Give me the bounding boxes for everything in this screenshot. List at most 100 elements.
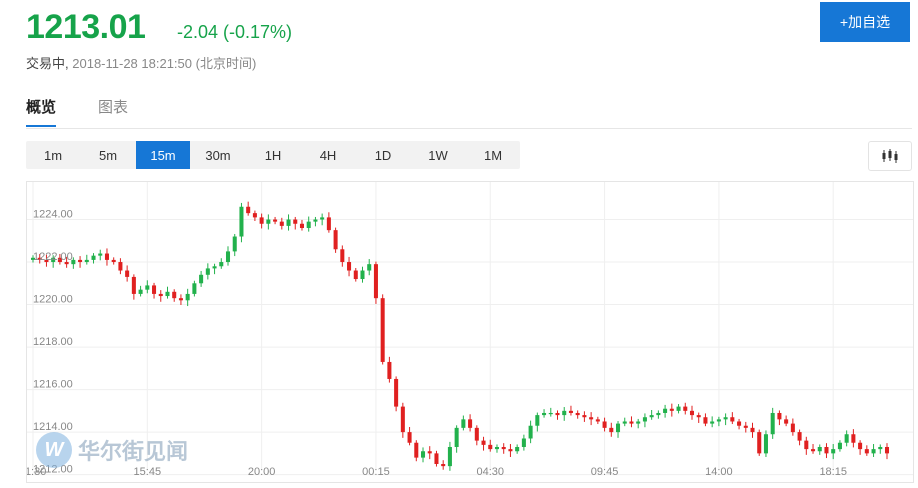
candle-body	[817, 446, 822, 452]
candle-body	[199, 274, 204, 284]
candle	[757, 429, 762, 456]
candle-body	[434, 453, 439, 464]
candle-body	[447, 446, 452, 467]
candle-body	[595, 419, 600, 422]
candle	[91, 253, 96, 264]
candle	[629, 416, 634, 428]
candle-body	[125, 270, 130, 277]
candle-body	[811, 449, 816, 452]
candle-body	[703, 417, 708, 424]
candle-body	[508, 449, 513, 452]
last-price: 1213.01	[26, 8, 146, 46]
candle	[864, 445, 869, 456]
candle-body	[37, 257, 42, 260]
candle	[266, 214, 271, 230]
candle-body	[629, 421, 634, 424]
candle	[353, 267, 358, 282]
candle	[78, 256, 83, 268]
candle	[595, 416, 600, 425]
candle-body	[414, 442, 419, 458]
chart-svg: 1224.00 1222.00 1220.00 1218.00 1216.00 1214.…	[20, 182, 913, 478]
candle	[239, 202, 244, 243]
candle-body	[340, 249, 345, 263]
period-30m[interactable]: 30m	[205, 147, 231, 163]
period-1d[interactable]: 1D	[374, 147, 392, 163]
candle	[199, 270, 204, 287]
candle-body	[757, 432, 762, 454]
candle	[333, 227, 338, 253]
candle	[663, 404, 668, 418]
candle-body	[481, 440, 486, 445]
candle	[51, 255, 56, 268]
candle	[777, 410, 782, 426]
x-tick-label: 09:45	[591, 466, 619, 478]
candle-body	[831, 449, 836, 454]
candle	[246, 201, 251, 216]
candle-body	[730, 417, 735, 422]
candle	[716, 416, 721, 427]
candle	[145, 280, 150, 294]
candle	[508, 444, 513, 457]
candle	[447, 441, 452, 471]
add-watchlist-button[interactable]: +加自选	[820, 2, 910, 42]
candle-body	[649, 415, 654, 418]
candle	[515, 444, 520, 454]
candle	[138, 285, 143, 297]
candle-body	[535, 415, 540, 426]
candle-body	[474, 427, 479, 441]
candle	[542, 409, 547, 418]
candle	[347, 256, 352, 277]
tab-overview[interactable]: 概览	[26, 96, 57, 127]
candle	[683, 402, 688, 415]
candle	[521, 434, 526, 451]
candle	[474, 425, 479, 446]
candle	[205, 263, 210, 280]
candle	[394, 376, 399, 412]
candle-body	[178, 298, 183, 301]
candle	[360, 266, 365, 283]
period-1h[interactable]: 1H	[264, 147, 282, 163]
period-1m[interactable]: 1m	[43, 147, 63, 163]
period-1mo[interactable]: 1M	[483, 147, 503, 163]
candle-body	[548, 412, 553, 415]
candle	[562, 407, 567, 421]
candle	[824, 443, 829, 459]
candle-body	[239, 206, 244, 237]
candle-body	[521, 438, 526, 447]
candle-body	[777, 412, 782, 420]
candle-body	[212, 266, 217, 269]
candle-body	[394, 378, 399, 407]
chart-type-button[interactable]	[868, 141, 912, 171]
candle-series	[30, 201, 890, 471]
period-4h[interactable]: 4H	[319, 147, 337, 163]
candle	[192, 280, 197, 297]
x-tick-label: 15:45	[134, 466, 162, 478]
candle-body	[299, 223, 304, 229]
candle	[804, 436, 809, 455]
x-tick-label: 11:30	[27, 466, 46, 478]
candle-body	[770, 412, 775, 435]
candle-body	[185, 293, 190, 301]
x-tick-label: 04:30	[476, 466, 504, 478]
candle	[669, 403, 674, 417]
candle-body	[286, 219, 291, 226]
candlestick-chart[interactable]: 1224.00 1222.00 1220.00 1218.00 1216.00 1214.…	[20, 181, 914, 483]
candle-body	[273, 219, 278, 222]
period-15m[interactable]: 15m	[136, 141, 190, 169]
candle-body	[763, 434, 768, 454]
candle	[259, 213, 264, 229]
period-5m[interactable]: 5m	[98, 147, 118, 163]
candle-body	[602, 421, 607, 428]
tab-chart[interactable]: 图表	[98, 99, 129, 116]
candle-body	[616, 423, 621, 433]
candle-body	[468, 419, 473, 428]
candle	[212, 263, 217, 275]
period-1w[interactable]: 1W	[428, 147, 448, 163]
candle-body	[622, 421, 627, 424]
candle-body	[313, 219, 318, 222]
y-tick-label: 1220.00	[33, 294, 73, 306]
watermark-text: 华尔街见闻	[78, 439, 189, 464]
y-tick-label: 1222.00	[33, 251, 73, 263]
candle-body	[266, 219, 271, 224]
candle-body	[138, 289, 143, 294]
